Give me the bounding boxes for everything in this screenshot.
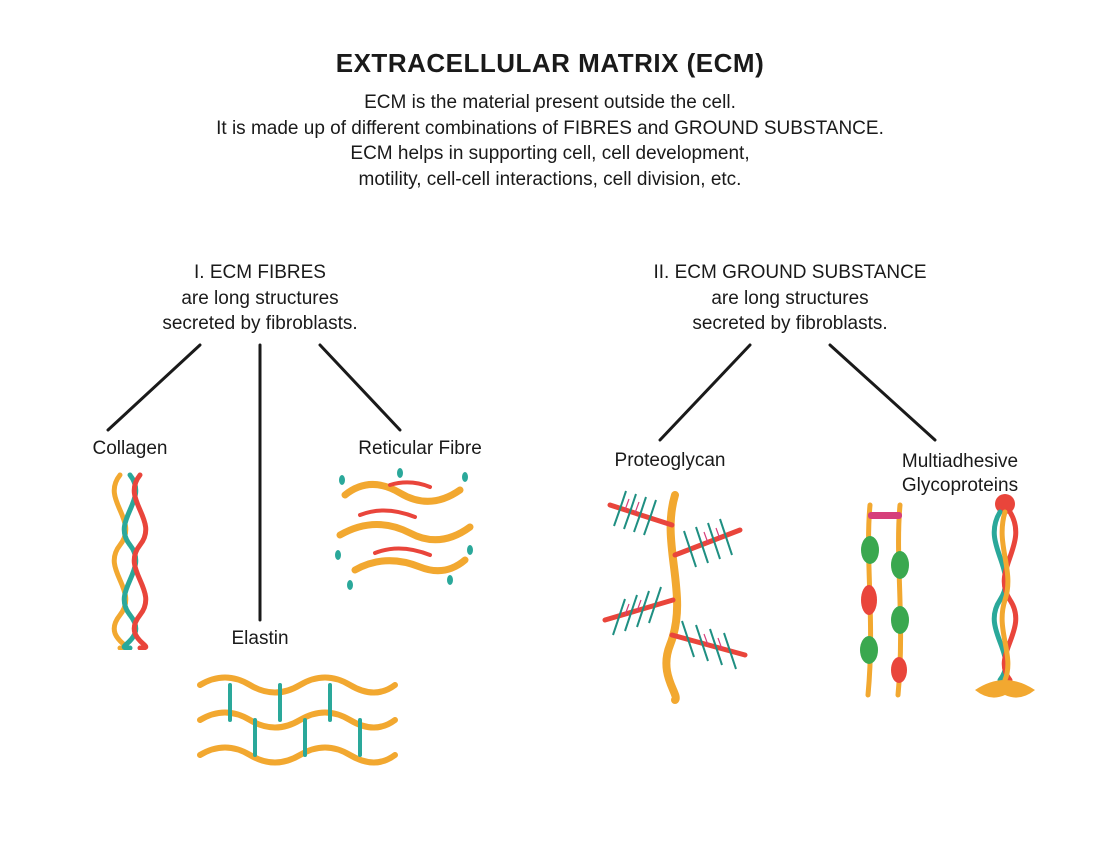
proteoglycan-icon	[580, 485, 770, 705]
section-line: secreted by fibroblasts.	[640, 311, 940, 337]
intro-line: It is made up of different combinations …	[0, 116, 1100, 142]
section-line: II. ECM GROUND SUBSTANCE	[640, 260, 940, 286]
label-reticular: Reticular Fibre	[330, 438, 510, 460]
collagen-icon	[90, 470, 170, 650]
label-glyco-line1: Multiadhesive	[902, 451, 1018, 472]
section-line: secreted by fibroblasts.	[120, 311, 400, 337]
intro-line: ECM helps in supporting cell, cell devel…	[0, 141, 1100, 167]
glycoprotein-b-icon	[960, 490, 1050, 710]
section-fibres: I. ECM FIBRES are long structures secret…	[120, 260, 400, 337]
elastin-icon	[190, 660, 400, 770]
reticular-icon	[330, 465, 480, 595]
label-collagen: Collagen	[70, 438, 190, 460]
intro-block: ECM is the material present outside the …	[0, 90, 1100, 193]
section-ground: II. ECM GROUND SUBSTANCE are long struct…	[640, 260, 940, 337]
section-line: I. ECM FIBRES	[120, 260, 400, 286]
label-proteoglycan: Proteoglycan	[590, 450, 750, 472]
label-elastin: Elastin	[200, 628, 320, 650]
glycoprotein-a-icon	[840, 500, 930, 700]
section-line: are long structures	[120, 286, 400, 312]
intro-line: motility, cell-cell interactions, cell d…	[0, 167, 1100, 193]
intro-line: ECM is the material present outside the …	[0, 90, 1100, 116]
section-line: are long structures	[640, 286, 940, 312]
page-title: EXTRACELLULAR MATRIX (ECM)	[0, 48, 1100, 79]
